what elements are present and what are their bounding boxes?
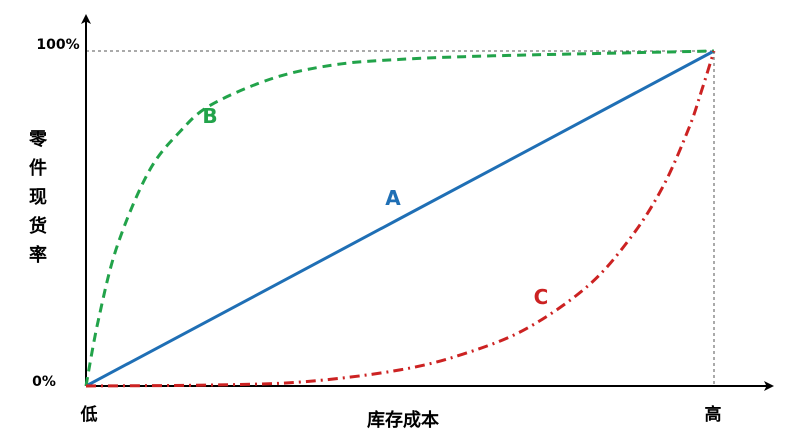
x-tick-label-high: 高 <box>705 404 722 425</box>
series-label-a: A <box>385 186 401 210</box>
y-tick-label-bottom: 0% <box>32 374 56 390</box>
series-label-b: B <box>202 104 217 128</box>
x-tick-label-low: 低 <box>80 404 98 425</box>
y-axis-label: 零件现货率 <box>28 129 48 266</box>
series-line-a <box>85 49 715 388</box>
y-tick-label-top: 100% <box>36 37 79 53</box>
series-line-c <box>85 50 716 388</box>
series-layer <box>84 49 716 388</box>
series-label-c: C <box>534 285 549 309</box>
x-axis-label: 库存成本 <box>367 409 439 431</box>
